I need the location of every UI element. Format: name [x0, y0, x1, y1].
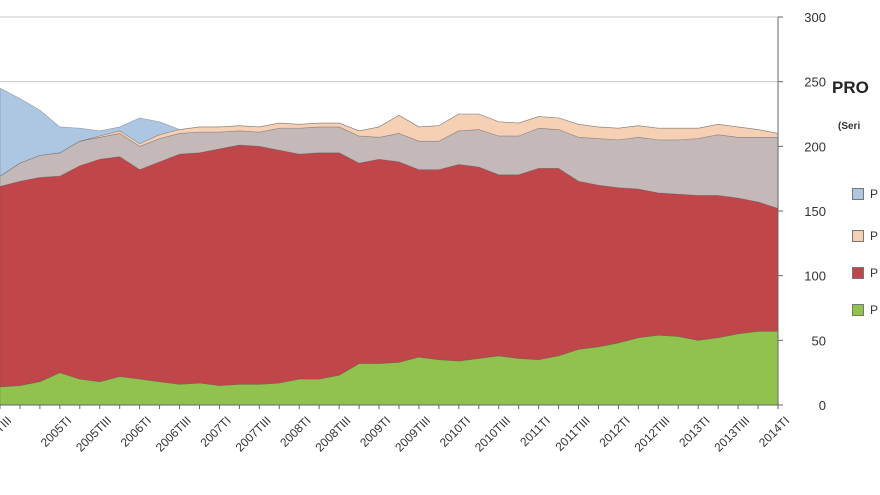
y-axis: 0 50 100 150 200 250 300 [777, 10, 826, 413]
x-tick-label: 2009TIII [392, 413, 433, 454]
y-tick-label: 200 [804, 139, 826, 154]
x-tick-label: 2014TI [756, 413, 792, 449]
legend-label: P [870, 303, 879, 317]
x-tick-label: 2009TI [357, 413, 393, 449]
x-tick-label: 2011TI [517, 413, 553, 449]
area-series-5 [0, 87, 779, 177]
y-tick-label: 250 [804, 75, 826, 90]
legend-swatch [852, 304, 864, 316]
x-tick-label: 2006TIII [153, 413, 194, 454]
x-tick-label: 2012TI [596, 413, 632, 449]
x-tick-label: 2007TIII [233, 413, 274, 454]
x-tick-label: 2013TIII [711, 413, 752, 454]
y-tick-label: 100 [804, 269, 826, 284]
legend-item: P [852, 303, 878, 317]
x-tick-label: 2006TI [118, 413, 154, 449]
legend-swatch [852, 230, 864, 242]
legend-swatch [852, 188, 864, 200]
legend-item: P [852, 187, 878, 201]
x-tick-label: 2008TIII [312, 413, 353, 454]
legend-item: P [852, 266, 878, 280]
y-tick-label: 0 [819, 398, 826, 413]
x-tick-label: 2005TI [38, 413, 74, 449]
x-tick-label: 2012TIII [632, 413, 673, 454]
x-tick-label: 2010TIII [472, 413, 513, 454]
x-tick-label: 2011TIII [552, 413, 592, 453]
x-tick-label: 2007TI [197, 413, 233, 449]
x-tick-label: 2010TI [437, 413, 473, 449]
x-tick-label: 2008TI [277, 413, 313, 449]
legend-title: PRO [832, 78, 869, 97]
legend-label: P [870, 187, 879, 201]
legend-label: P [870, 229, 879, 243]
y-tick-label: 300 [804, 10, 826, 25]
y-tick-label: 150 [804, 204, 826, 219]
legend-swatch [852, 267, 864, 279]
legend-subtitle: (Seri [838, 121, 861, 132]
area-series [0, 87, 779, 406]
legend-item: P [852, 229, 878, 243]
legend-label: P [870, 266, 879, 280]
x-tick-label: 04TIII [0, 413, 14, 445]
x-tick-label: 2013TI [676, 413, 712, 449]
y-tick-label: 50 [812, 333, 826, 348]
x-tick-label: 2005TIII [73, 413, 114, 454]
